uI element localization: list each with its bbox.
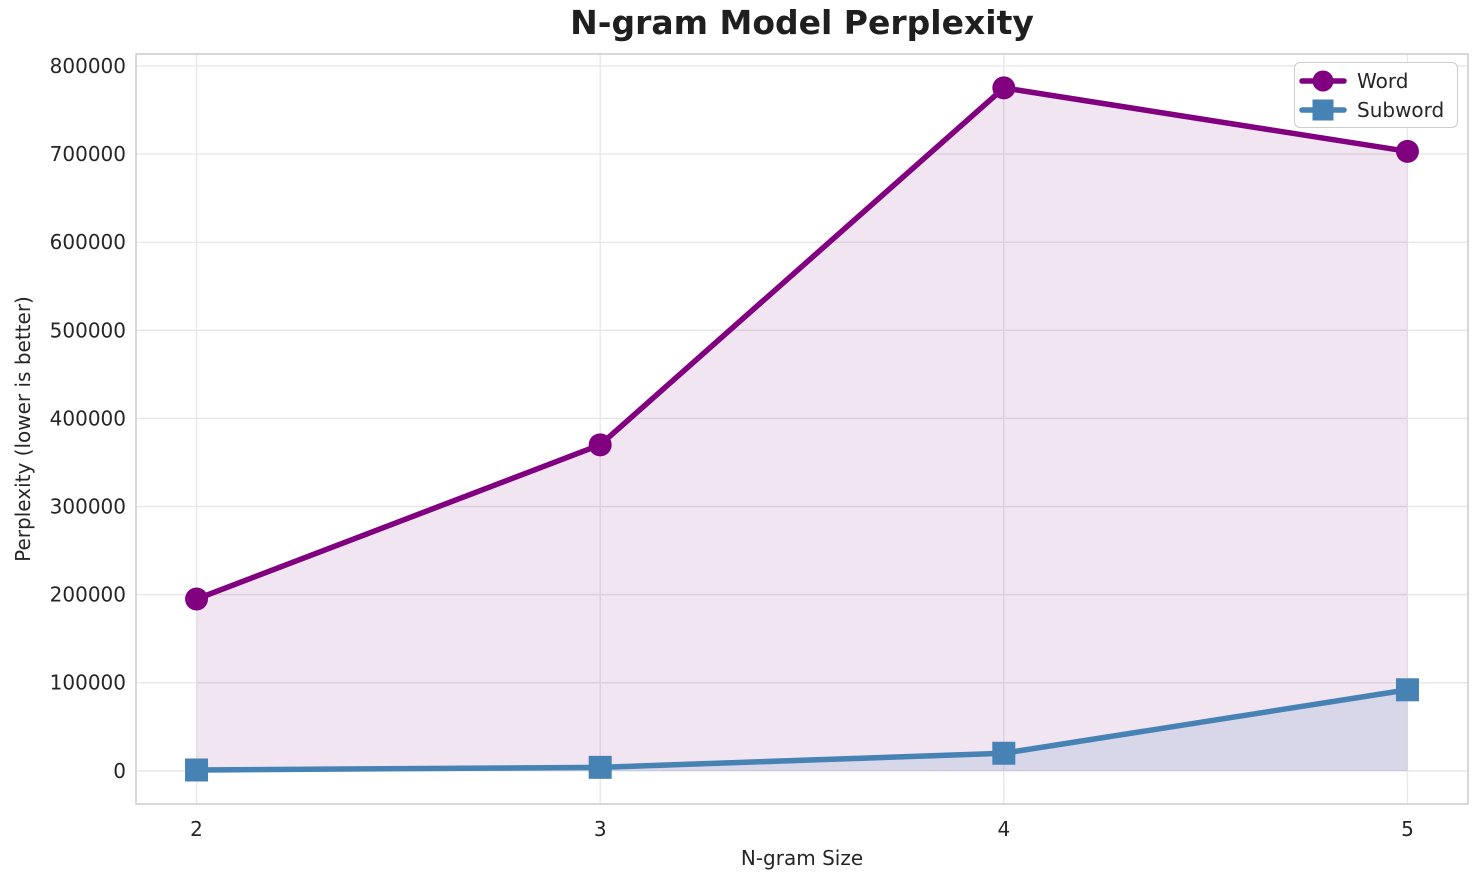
legend: Word Subword xyxy=(1294,62,1458,128)
y-tick-label: 200000 xyxy=(50,583,126,607)
y-tick-label: 600000 xyxy=(50,230,126,254)
subword-legend-marker xyxy=(1312,99,1334,120)
chart-title: N-gram Model Perplexity xyxy=(570,3,1034,42)
legend-item-subword: Subword xyxy=(1299,95,1449,124)
y-tick-label: 700000 xyxy=(50,142,126,166)
word-legend-marker xyxy=(1312,70,1334,91)
y-axis-label: Perplexity (lower is better) xyxy=(11,296,35,562)
y-tick-label: 800000 xyxy=(50,54,126,78)
subword-line-marker-icon xyxy=(1299,99,1347,120)
subword-area xyxy=(196,689,1408,771)
y-tick-label: 100000 xyxy=(50,671,126,695)
subword-marker xyxy=(185,758,209,782)
y-tick-label: 300000 xyxy=(50,495,126,519)
plot-border xyxy=(135,53,1469,805)
x-tick-label: 3 xyxy=(594,817,607,841)
subword-marker xyxy=(588,755,612,779)
legend-item-word: Word xyxy=(1299,66,1449,95)
subword-marker xyxy=(1395,678,1419,702)
y-tick-label: 0 xyxy=(113,759,126,783)
subword-line xyxy=(193,687,1411,773)
word-marker xyxy=(185,587,209,611)
x-tick-label: 4 xyxy=(997,817,1010,841)
x-tick-label: 5 xyxy=(1401,817,1414,841)
x-tick-label: 2 xyxy=(190,817,203,841)
word-marker xyxy=(588,433,612,457)
word-marker xyxy=(1395,139,1419,163)
word-line xyxy=(193,85,1411,602)
word-line-marker-icon xyxy=(1299,70,1347,91)
subword-marker xyxy=(992,741,1016,765)
word-area xyxy=(196,87,1408,771)
word-marker xyxy=(992,76,1016,100)
y-tick-label: 500000 xyxy=(50,318,126,342)
legend-label-word: Word xyxy=(1357,68,1409,93)
legend-label-subword: Subword xyxy=(1357,97,1445,122)
x-axis-label: N-gram Size xyxy=(740,846,864,870)
y-tick-label: 400000 xyxy=(50,406,126,430)
